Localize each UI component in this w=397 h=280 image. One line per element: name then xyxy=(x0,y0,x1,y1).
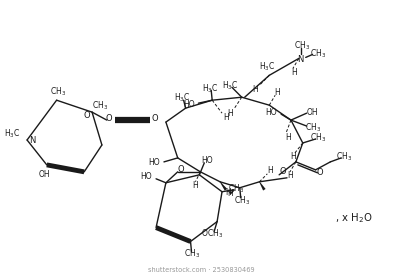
Text: OH: OH xyxy=(307,108,318,117)
Text: N: N xyxy=(29,136,35,146)
Text: H: H xyxy=(252,85,258,94)
Text: O: O xyxy=(84,111,91,120)
Text: OH: OH xyxy=(39,170,50,179)
Text: H: H xyxy=(225,188,231,197)
Text: , x H$_2$O: , x H$_2$O xyxy=(335,211,373,225)
Text: O: O xyxy=(152,114,158,123)
Text: CH$_3$: CH$_3$ xyxy=(185,247,200,260)
Text: CH$_3$: CH$_3$ xyxy=(336,151,352,163)
Text: H$_3$C: H$_3$C xyxy=(222,79,238,92)
Text: CH$_3$: CH$_3$ xyxy=(310,47,327,60)
Text: shutterstock.com · 2530830469: shutterstock.com · 2530830469 xyxy=(148,267,254,273)
Text: CH$_3$: CH$_3$ xyxy=(304,122,321,134)
Text: O: O xyxy=(280,167,286,176)
Text: N: N xyxy=(298,55,304,64)
Text: H: H xyxy=(227,109,233,118)
Text: HO: HO xyxy=(266,108,277,117)
Text: H: H xyxy=(285,132,291,141)
Text: CH$_3$: CH$_3$ xyxy=(50,86,66,99)
Text: H: H xyxy=(290,152,296,161)
Text: H$_3$C: H$_3$C xyxy=(4,128,20,140)
Text: HO: HO xyxy=(141,172,152,181)
Text: H$_3$C: H$_3$C xyxy=(174,92,191,104)
Text: H: H xyxy=(287,171,293,180)
Text: O: O xyxy=(316,168,323,177)
Text: H: H xyxy=(223,113,229,122)
Text: CH$_3$: CH$_3$ xyxy=(228,183,244,195)
Text: CH$_3$: CH$_3$ xyxy=(310,132,327,144)
Text: H: H xyxy=(193,181,198,190)
Text: H: H xyxy=(227,189,233,198)
Polygon shape xyxy=(259,182,266,191)
Text: H$_3$C: H$_3$C xyxy=(259,60,276,73)
Text: O: O xyxy=(106,114,112,123)
Text: H: H xyxy=(274,88,280,97)
Text: H$_3$C: H$_3$C xyxy=(202,82,218,95)
Text: CH$_3$: CH$_3$ xyxy=(92,100,108,112)
Text: H: H xyxy=(291,68,297,77)
Polygon shape xyxy=(220,182,227,191)
Text: OCH$_3$: OCH$_3$ xyxy=(201,227,223,240)
Text: H: H xyxy=(268,166,273,175)
Text: HO: HO xyxy=(201,157,213,165)
Text: CH$_3$: CH$_3$ xyxy=(234,194,250,207)
Text: HO: HO xyxy=(148,158,160,167)
Polygon shape xyxy=(229,190,235,195)
Text: HO: HO xyxy=(183,100,195,109)
Text: CH$_3$: CH$_3$ xyxy=(294,39,310,52)
Text: O: O xyxy=(177,165,184,174)
